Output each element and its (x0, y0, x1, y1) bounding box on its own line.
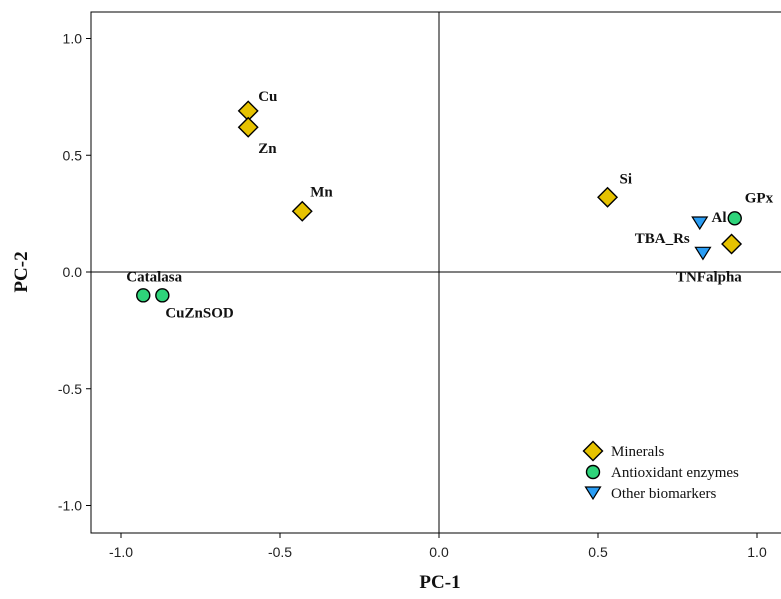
legend-marker-circle (585, 464, 601, 480)
y-tick-label: -0.5 (58, 381, 82, 397)
point-labels: Cu Zn Mn Si Al Catalasa CuZnSOD GPx TBA_Rs TNFalp… (126, 89, 773, 321)
data-points (136, 100, 743, 303)
data-point-catalasa (136, 288, 151, 303)
point-label-tba-rs: TBA_Rs (635, 231, 690, 247)
point-label-mn: Mn (310, 184, 333, 200)
data-point-gpx (727, 211, 742, 226)
data-point-si (597, 186, 619, 208)
legend-label: Minerals (611, 444, 664, 460)
y-tick-label: 1.0 (63, 31, 83, 47)
reference-lines (91, 12, 781, 533)
point-label-si: Si (620, 171, 633, 187)
y-tick-label: -1.0 (58, 498, 82, 514)
point-label-cuznsod: CuZnSOD (165, 305, 234, 321)
y-tick-label: 0.0 (63, 264, 83, 280)
axes: -1.0 -0.5 0.0 0.5 1.0 1.0 0.5 0.0 -0.5 -1.0 (58, 31, 767, 561)
legend: Minerals Antioxidant enzymes Other biomark… (582, 440, 739, 502)
x-tick-label: 1.0 (747, 544, 767, 560)
y-tick-label: 0.5 (63, 147, 83, 163)
x-tick-label: 0.5 (588, 544, 608, 560)
point-label-gpx: GPx (745, 190, 774, 206)
x-tick-label: 0.0 (429, 544, 449, 560)
data-point-tba-rs (691, 216, 709, 231)
x-tick-label: -0.5 (268, 544, 292, 560)
point-label-catalasa: Catalasa (126, 269, 182, 285)
data-point-tnfalpha (694, 246, 712, 261)
x-tick-label: -1.0 (109, 544, 133, 560)
legend-label: Antioxidant enzymes (611, 465, 739, 481)
point-label-tnfalpha: TNFalpha (676, 269, 742, 285)
data-point-cuznsod (155, 288, 170, 303)
data-point-zn (237, 116, 259, 138)
legend-marker-diamond (582, 440, 604, 462)
point-label-al: Al (712, 210, 727, 226)
y-axis-title: PC-2 (11, 251, 32, 292)
point-label-cu: Cu (258, 89, 277, 105)
legend-label: Other biomarkers (611, 486, 717, 502)
data-point-al (721, 233, 743, 255)
point-label-zn: Zn (258, 141, 277, 157)
legend-marker-triangle-down (584, 486, 602, 501)
x-axis-title: PC-1 (419, 572, 460, 593)
data-point-mn (291, 200, 313, 222)
